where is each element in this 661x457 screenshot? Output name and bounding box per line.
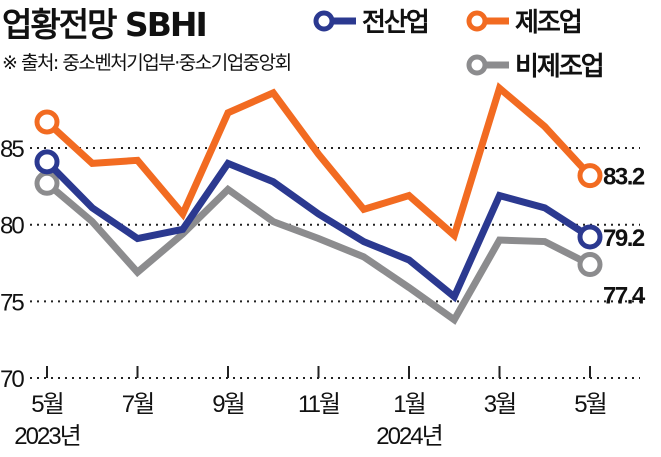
legend-label: 제조업 — [515, 8, 583, 38]
legend-line-circle-icon — [313, 10, 356, 31]
data-point-marker — [577, 224, 603, 250]
y-tick-label: 80 — [0, 213, 24, 240]
x-tick-label: 3월 — [484, 391, 515, 418]
series-line — [44, 180, 592, 325]
x-tick-label: 5월 — [574, 391, 605, 418]
x-tick-label: 1월 — [393, 391, 424, 418]
x-tick-label: 9월 — [212, 391, 243, 418]
legend-label: 비제조업 — [515, 52, 605, 82]
legend-label: 전산업 — [362, 8, 430, 38]
end-value-label: 83.2 — [603, 164, 645, 191]
source-note: ※ 출처: 중소벤처기업부·중소기업중앙회 — [2, 52, 292, 74]
legend-item-non-manufacturing: 비제조업 — [465, 46, 605, 83]
data-point-marker — [34, 149, 60, 175]
data-point-marker — [577, 252, 603, 278]
legend-line-circle-icon — [466, 54, 509, 75]
legend-item-all-industry: 전산업 — [312, 2, 430, 39]
chart-title: 업황전망 SBHI — [2, 5, 208, 44]
series-line — [44, 82, 593, 242]
series-line — [44, 159, 592, 303]
end-value-label: 79.2 — [603, 225, 645, 252]
year-label: 2023년 — [14, 423, 79, 450]
data-point-marker — [577, 163, 603, 189]
data-point-marker — [34, 109, 60, 135]
x-tick-label: 5월 — [31, 391, 62, 418]
year-label: 2024년 — [376, 423, 441, 450]
legend-line-circle-icon — [466, 10, 509, 31]
legend-item-manufacturing: 제조업 — [465, 2, 583, 39]
x-tick-label: 7월 — [122, 391, 153, 418]
end-value-label: 77.4 — [603, 282, 646, 309]
y-tick-label: 70 — [0, 366, 24, 393]
data-point-marker — [34, 170, 60, 196]
y-tick-label: 75 — [0, 289, 24, 316]
x-tick-label: 11월 — [298, 391, 339, 418]
y-tick-label: 85 — [0, 136, 24, 163]
